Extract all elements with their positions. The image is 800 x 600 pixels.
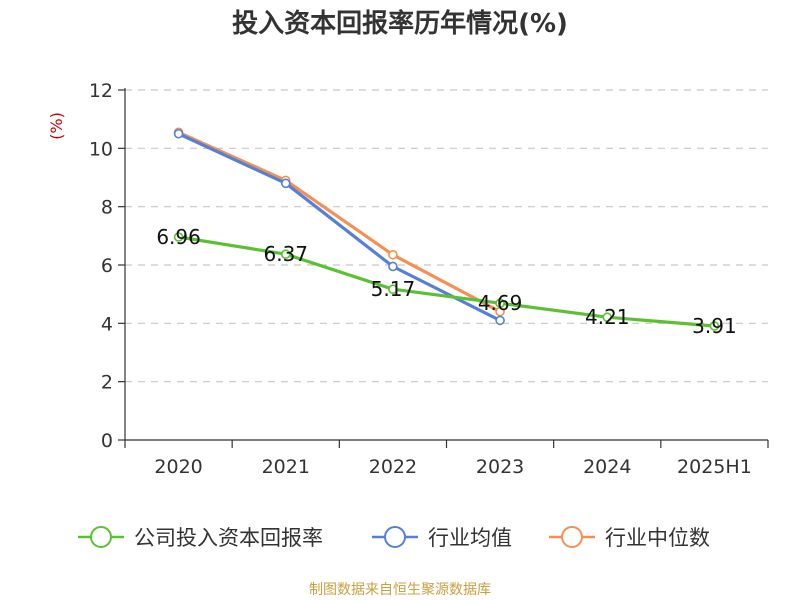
x-tick-label: 2022 [369, 456, 417, 478]
data-point[interactable] [495, 298, 505, 309]
legend-label: 行业中位数 [605, 526, 710, 550]
x-tick-label: 2023 [476, 456, 524, 478]
y-axis-label: (%) [47, 112, 66, 140]
data-label: 4.21 [585, 305, 630, 329]
data-point[interactable] [602, 312, 613, 323]
y-tick-label: 10 [89, 138, 113, 160]
data-label: 6.96 [156, 225, 201, 249]
y-tick-label: 2 [101, 372, 113, 394]
legend[interactable]: 公司投入资本回报率 行业均值 行业中位数 [78, 526, 710, 550]
data-point[interactable] [388, 284, 398, 295]
legend-label: 行业均值 [428, 526, 512, 550]
y-tick-label: 6 [101, 255, 113, 277]
data-point[interactable] [495, 315, 505, 326]
data-label: 5.17 [371, 277, 416, 301]
chart-title: 投入资本回报率历年情况(%) [232, 8, 568, 39]
axes: 0 2 4 6 8 10 12 2020 2021 2022 2023 2024 2025H1 [89, 80, 769, 478]
x-tick-label: 2024 [583, 456, 631, 478]
grid-lines [125, 89, 768, 383]
series-0 [173, 232, 720, 331]
x-tick-label: 2020 [154, 456, 202, 478]
data-point[interactable] [709, 321, 720, 331]
data-labels: 6.96 6.37 5.17 4.69 4.21 3.91 [156, 225, 736, 338]
x-tick-label: 2025H1 [677, 456, 752, 478]
y-tick-label: 12 [89, 80, 113, 102]
y-tick-label: 4 [101, 313, 113, 335]
data-label: 6.37 [263, 242, 308, 266]
legend-marker [384, 526, 406, 548]
x-tick-label: 2021 [262, 456, 310, 478]
legend-marker [90, 526, 112, 548]
series-1 [173, 128, 505, 326]
data-point[interactable] [280, 249, 291, 260]
data-point[interactable] [173, 232, 184, 242]
data-point[interactable] [280, 178, 291, 189]
y-tick-label: 8 [101, 197, 113, 219]
legend-item-0[interactable]: 公司投入资本回报率 [78, 526, 323, 550]
data-label: 3.91 [692, 314, 737, 338]
series-line [177, 130, 502, 314]
series-line [177, 132, 502, 322]
legend-marker [561, 526, 583, 548]
legend-item-2[interactable]: 行业中位数 [549, 526, 710, 550]
data-point[interactable] [388, 249, 398, 260]
series-line [177, 235, 716, 328]
data-point[interactable] [173, 128, 184, 139]
data-label: 4.69 [478, 291, 523, 315]
legend-item-1[interactable]: 行业均值 [372, 526, 512, 550]
source-note: 制图数据来自恒生聚源数据库 [309, 582, 491, 598]
y-tick-label: 0 [101, 430, 113, 452]
legend-label: 公司投入资本回报率 [134, 526, 323, 550]
data-point[interactable] [388, 261, 398, 272]
series-layer [173, 127, 720, 331]
